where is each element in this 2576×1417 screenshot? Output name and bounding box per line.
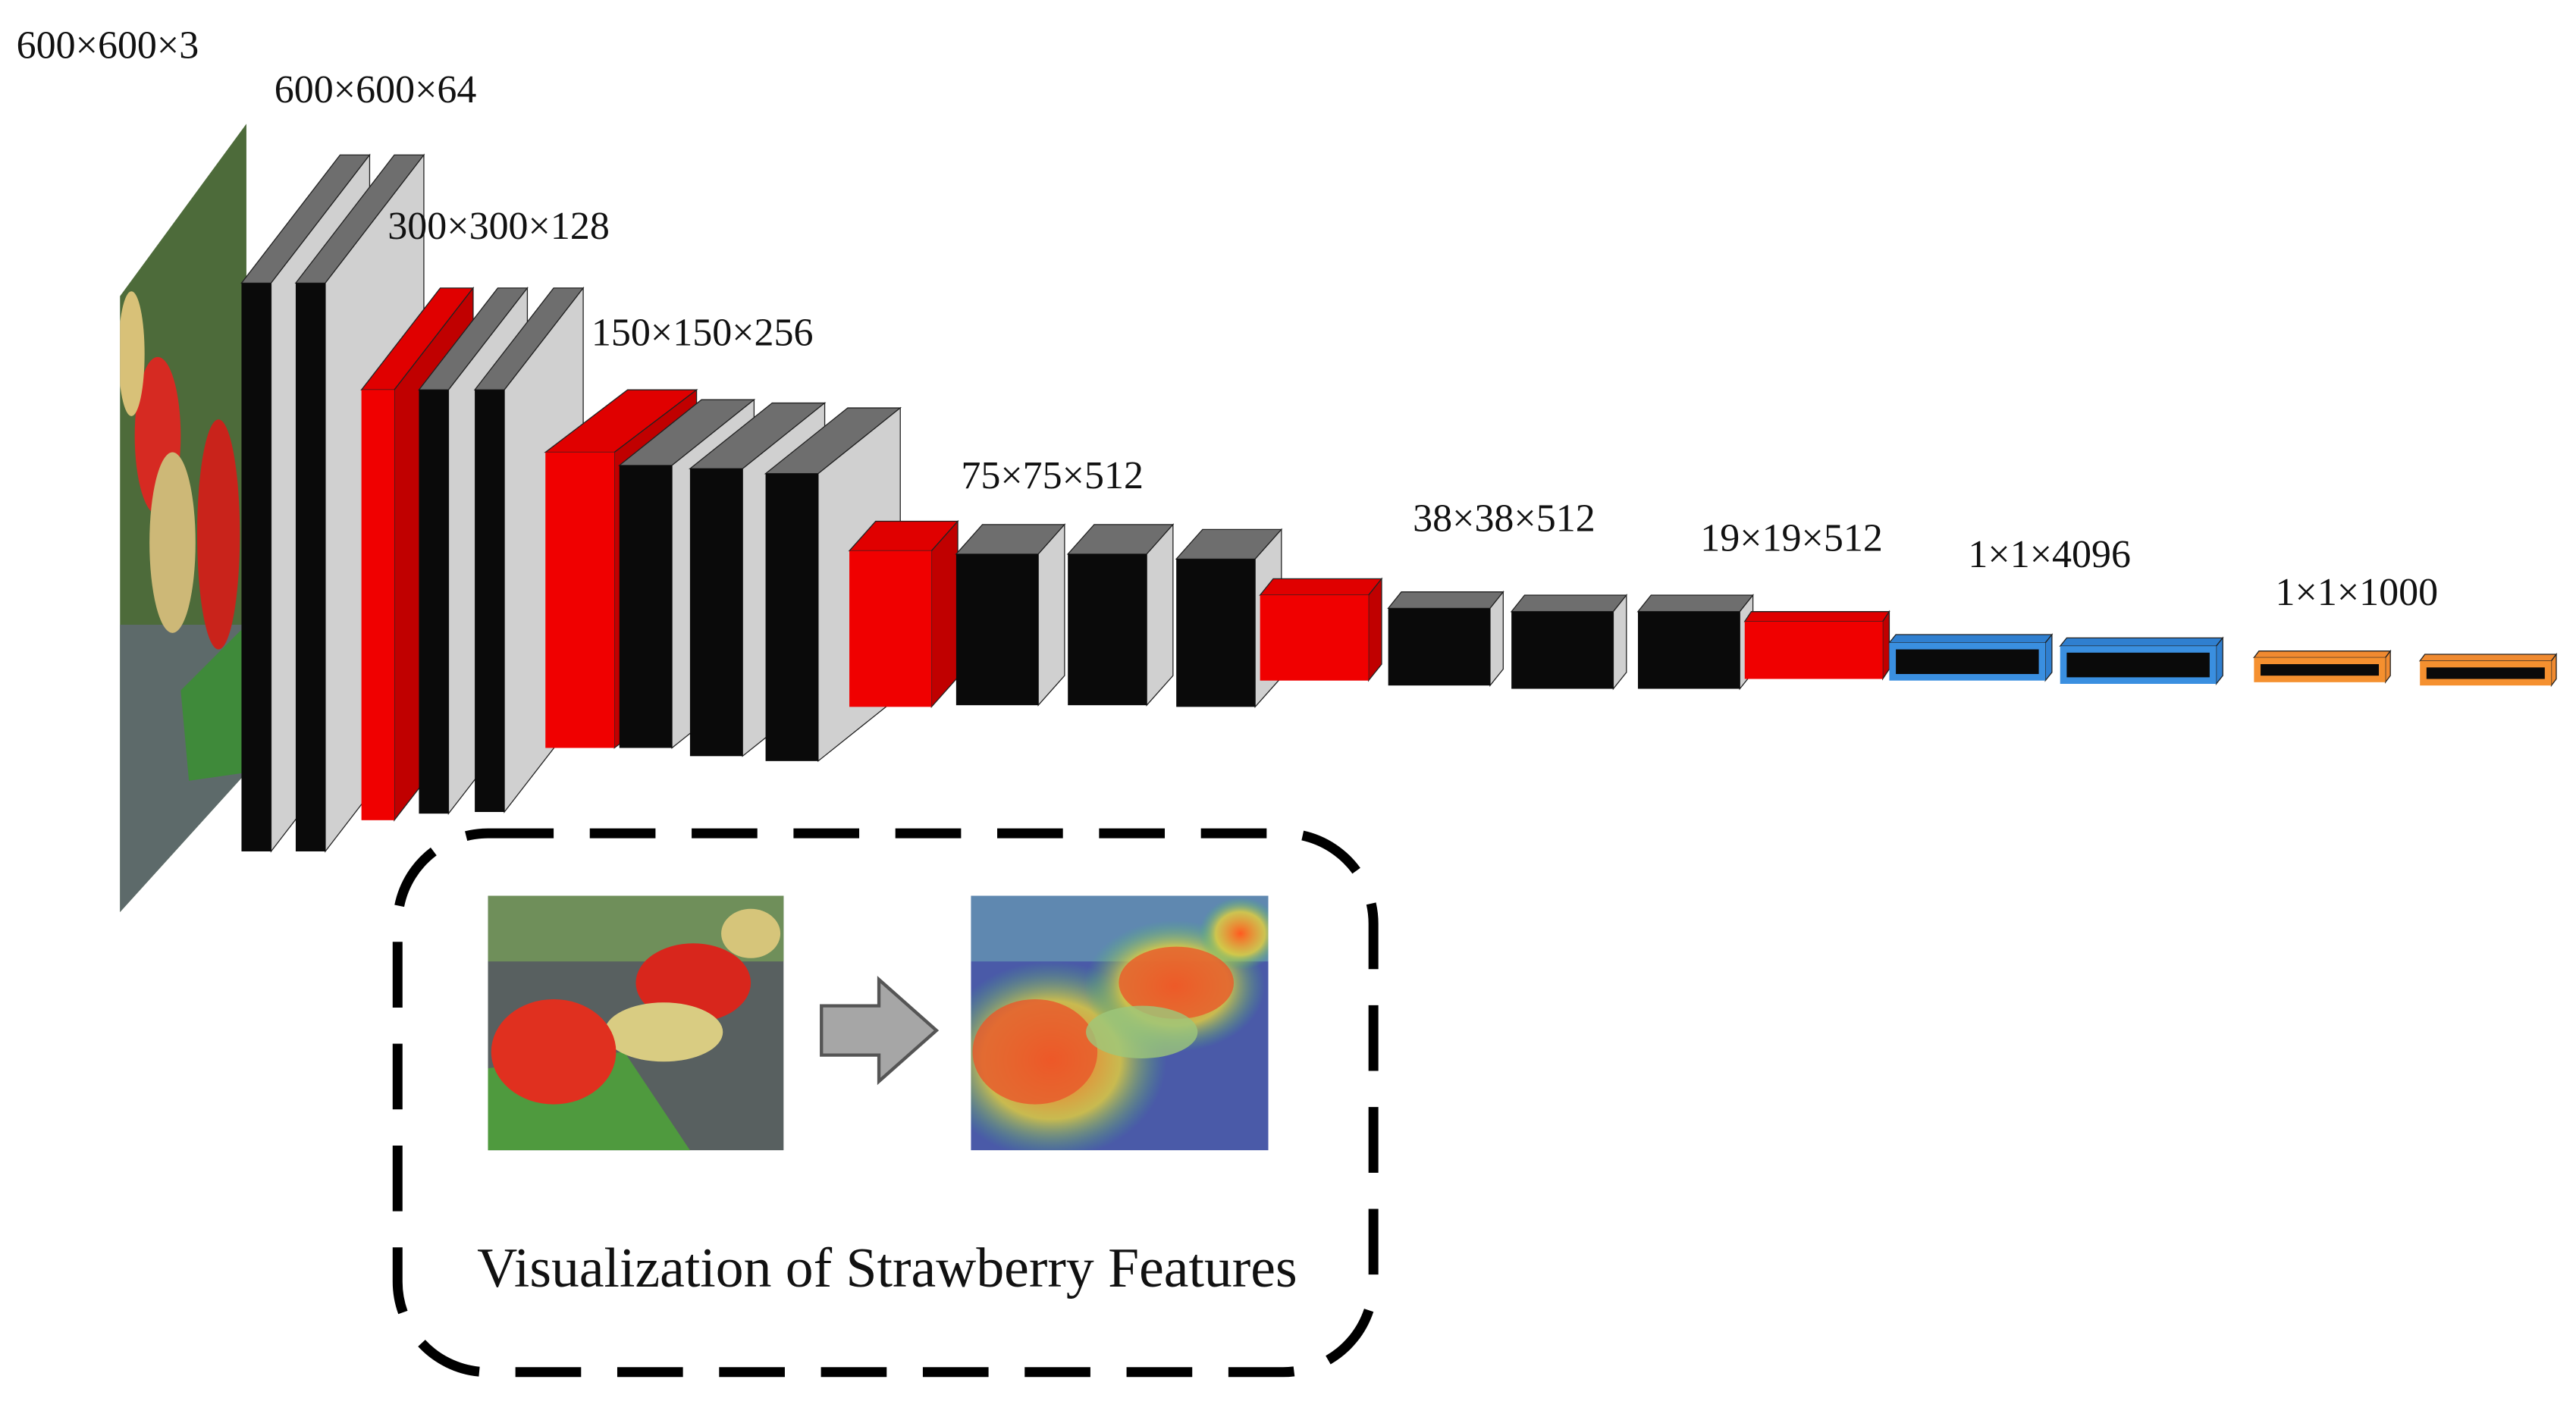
- block-front: [295, 283, 325, 851]
- dimension-label: 600×600×64: [275, 68, 477, 111]
- block-top: [1259, 578, 1383, 596]
- dashed-frame: [392, 828, 1379, 1378]
- block-top: [1743, 611, 1890, 622]
- block-top: [1636, 594, 1754, 613]
- dimension-label: 38×38×512: [1413, 497, 1595, 541]
- heatmap-image: [971, 895, 1269, 1151]
- block-top: [2253, 651, 2392, 658]
- block-top: [1510, 594, 1628, 613]
- block-side: [2044, 633, 2053, 682]
- block-front: [361, 390, 394, 820]
- layer-blocks: [240, 153, 2558, 853]
- dimension-label: 300×300×128: [387, 205, 610, 248]
- block-front: [1388, 608, 1490, 686]
- block-top: [1888, 634, 2054, 644]
- block-inner: [2426, 667, 2545, 679]
- block-side: [1489, 590, 1504, 688]
- block-top: [1387, 591, 1504, 609]
- block-side: [1368, 577, 1382, 682]
- block-side: [930, 519, 959, 709]
- dimension-label: 19×19×512: [1700, 517, 1883, 560]
- block-front: [1744, 621, 1883, 679]
- block-side: [1146, 523, 1174, 707]
- block-inner: [1896, 649, 2039, 675]
- block-side: [1882, 610, 1890, 681]
- block-front: [1176, 559, 1256, 707]
- block-front: [475, 390, 505, 812]
- block-inner: [2066, 652, 2210, 678]
- block-front: [545, 452, 615, 748]
- dimension-label: 150×150×256: [591, 312, 814, 355]
- dimension-label: 600×600×3: [17, 24, 199, 67]
- block-side: [2215, 636, 2223, 685]
- block-front: [849, 550, 932, 707]
- block-front: [1260, 595, 1369, 681]
- block-front: [419, 390, 449, 814]
- block-front: [689, 469, 743, 757]
- block-top: [2418, 654, 2558, 662]
- caption: Visualization of Strawberry Features: [477, 1237, 1297, 1299]
- dimension-label: 1×1×4096: [1968, 533, 2131, 576]
- dimension-label: 1×1×1000: [2276, 571, 2439, 614]
- block-side: [1612, 594, 1627, 691]
- block-front: [955, 553, 1039, 706]
- block-front: [1068, 553, 1147, 706]
- dimension-labels: 600×600×3 600×600×64 300×300×128 150×150×25…: [17, 24, 2438, 614]
- dimension-label: 75×75×512: [961, 454, 1144, 497]
- strawberry-photo: [488, 895, 784, 1151]
- input-image: [120, 124, 246, 913]
- arrow: [820, 976, 940, 1086]
- block-top: [2059, 637, 2224, 647]
- block-front: [1637, 611, 1740, 689]
- block-inner: [2261, 664, 2380, 676]
- block-front: [241, 283, 271, 851]
- block-front: [619, 465, 673, 748]
- block-side: [1037, 523, 1065, 707]
- block-front: [1511, 611, 1614, 689]
- block-front: [765, 473, 818, 761]
